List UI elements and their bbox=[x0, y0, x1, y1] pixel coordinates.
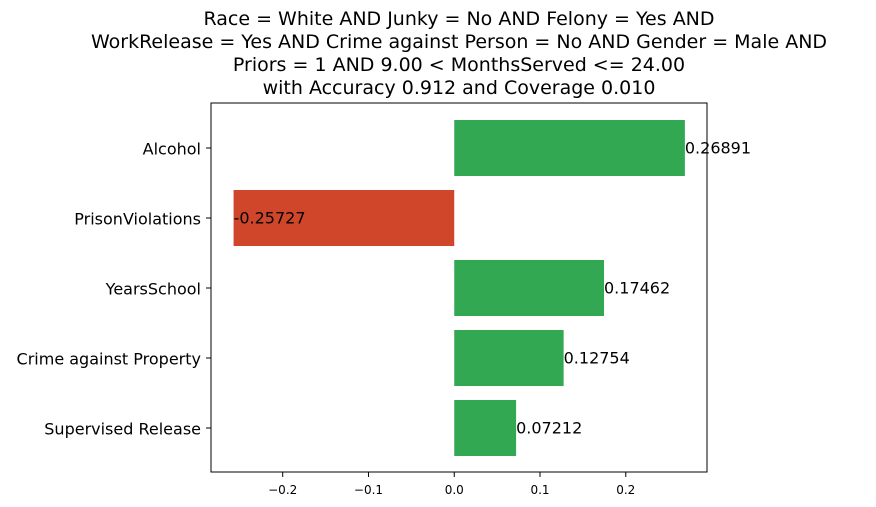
x-tick-label: −0.1 bbox=[354, 483, 383, 497]
title-line: Race = White AND Junky = No AND Felony =… bbox=[203, 8, 714, 30]
title-line: with Accuracy 0.912 and Coverage 0.010 bbox=[263, 77, 656, 99]
x-tick-label: −0.2 bbox=[268, 483, 297, 497]
value-label: 0.12754 bbox=[564, 349, 630, 368]
chart-title: Race = White AND Junky = No AND Felony =… bbox=[91, 8, 827, 99]
category-label: Crime against Property bbox=[17, 350, 201, 369]
x-tick-label: 0.0 bbox=[445, 483, 464, 497]
category-label: Alcohol bbox=[143, 140, 201, 159]
x-axis: −0.2 −0.1 0.0 0.1 0.2 bbox=[268, 472, 635, 497]
category-label: YearsSchool bbox=[105, 280, 201, 299]
title-line: WorkRelease = Yes AND Crime against Pers… bbox=[91, 31, 827, 53]
category-label: Supervised Release bbox=[44, 420, 201, 439]
bar bbox=[454, 260, 605, 316]
value-label: 0.07212 bbox=[516, 419, 582, 438]
value-labels: 0.26891 -0.25727 0.17462 0.12754 0.07212 bbox=[234, 139, 751, 438]
x-tick-label: 0.2 bbox=[616, 483, 635, 497]
bar bbox=[233, 190, 455, 246]
value-label: 0.26891 bbox=[685, 139, 751, 158]
bar bbox=[454, 400, 517, 456]
bar bbox=[454, 330, 564, 386]
value-label: 0.17462 bbox=[604, 279, 670, 298]
category-labels: Alcohol PrisonViolations YearsSchool Crime … bbox=[17, 140, 211, 439]
bar bbox=[454, 120, 685, 176]
bars bbox=[233, 120, 685, 456]
value-label: -0.25727 bbox=[234, 209, 306, 228]
plot-frame bbox=[210, 102, 708, 473]
title-line: Priors = 1 AND 9.00 < MonthsServed <= 24… bbox=[233, 54, 685, 76]
x-tick-label: 0.1 bbox=[530, 483, 549, 497]
category-label: PrisonViolations bbox=[74, 210, 201, 229]
